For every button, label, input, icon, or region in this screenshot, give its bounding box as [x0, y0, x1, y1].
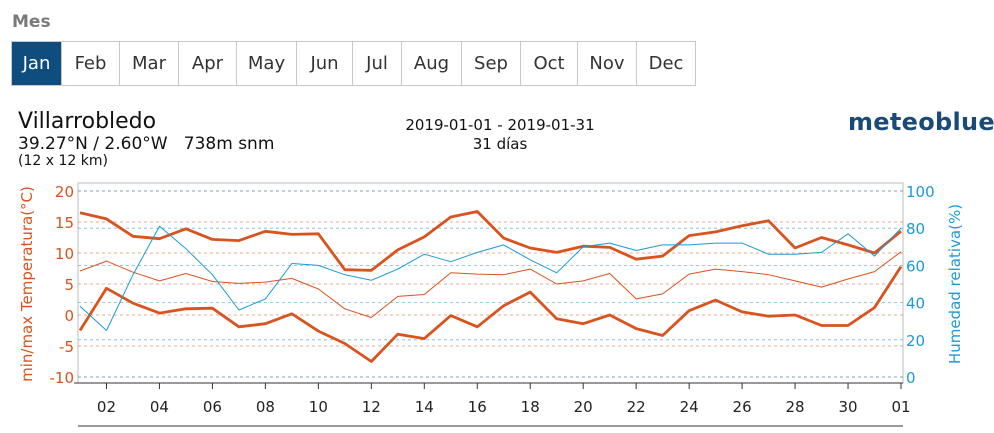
tab-mar[interactable]: Mar: [120, 42, 179, 85]
x-tick-label: 22: [627, 398, 646, 416]
x-tick-label: 18: [521, 398, 540, 416]
x-tick-label: 28: [786, 398, 805, 416]
y-right-tick-label: 20: [906, 332, 925, 350]
max-temperature-line: [79, 210, 902, 272]
y-right-tick-label: 0: [906, 369, 916, 387]
tab-jul[interactable]: Jul: [353, 42, 402, 85]
y-left-tick-label: 15: [55, 214, 74, 232]
y-left-tick-label: 0: [64, 307, 74, 325]
y-left-tick-label: 5: [64, 276, 74, 294]
x-tick-label: 20: [574, 398, 593, 416]
x-tick-label: 24: [680, 398, 699, 416]
y-right-tick-label: 40: [906, 295, 925, 313]
x-tick-label: 02: [97, 398, 116, 416]
date-range: 2019-01-01 - 2019-01-31: [405, 116, 595, 134]
y-left-tick-label: -10: [50, 369, 75, 387]
meteoblue-logo[interactable]: meteoblue: [848, 108, 994, 136]
humidity-line: [79, 225, 902, 331]
tab-sep[interactable]: Sep: [462, 42, 521, 85]
x-tick-label: 16: [468, 398, 487, 416]
tab-nov[interactable]: Nov: [578, 42, 637, 85]
x-tick-label: 04: [150, 398, 169, 416]
tab-dec[interactable]: Dec: [637, 42, 695, 85]
x-tick-label: 01: [891, 398, 910, 416]
tab-oct[interactable]: Oct: [521, 42, 578, 85]
tab-feb[interactable]: Feb: [62, 42, 120, 85]
y-left-tick-label: 10: [55, 245, 74, 263]
x-tick-label: 06: [203, 398, 222, 416]
y-right-tick-label: 80: [906, 220, 925, 238]
x-tick-label: 14: [415, 398, 434, 416]
y-right-tick-label: 100: [906, 183, 935, 201]
tab-may[interactable]: May: [237, 42, 297, 85]
min-temperature-line: [78, 265, 903, 363]
y-right-tick-label: 60: [906, 257, 925, 275]
section-label: Mes: [12, 12, 51, 32]
x-tick-label: 30: [838, 398, 857, 416]
month-tabs: Jan Feb Mar Apr May Jun Jul Aug Sep Oct Nov Dec: [11, 41, 696, 86]
x-tick-label: 08: [256, 398, 275, 416]
tab-jan[interactable]: Jan: [12, 42, 62, 85]
day-count: 31 días: [472, 135, 528, 153]
x-tick-label: 26: [733, 398, 752, 416]
x-tick-label: 10: [309, 398, 328, 416]
x-tick-label: 12: [362, 398, 381, 416]
y-left-tick-label: 20: [55, 183, 74, 201]
y-left-tick-label: -5: [59, 338, 74, 356]
location-coords: 39.27°N / 2.60°W 738m snm: [18, 134, 275, 154]
tab-aug[interactable]: Aug: [402, 42, 462, 85]
tab-jun[interactable]: Jun: [297, 42, 353, 85]
mean-temperature-line: [79, 251, 902, 318]
tab-apr[interactable]: Apr: [179, 42, 237, 85]
plot-area: [77, 182, 904, 384]
location-name: Villarrobledo: [18, 109, 157, 134]
location-resolution: (12 x 12 km): [18, 153, 108, 169]
